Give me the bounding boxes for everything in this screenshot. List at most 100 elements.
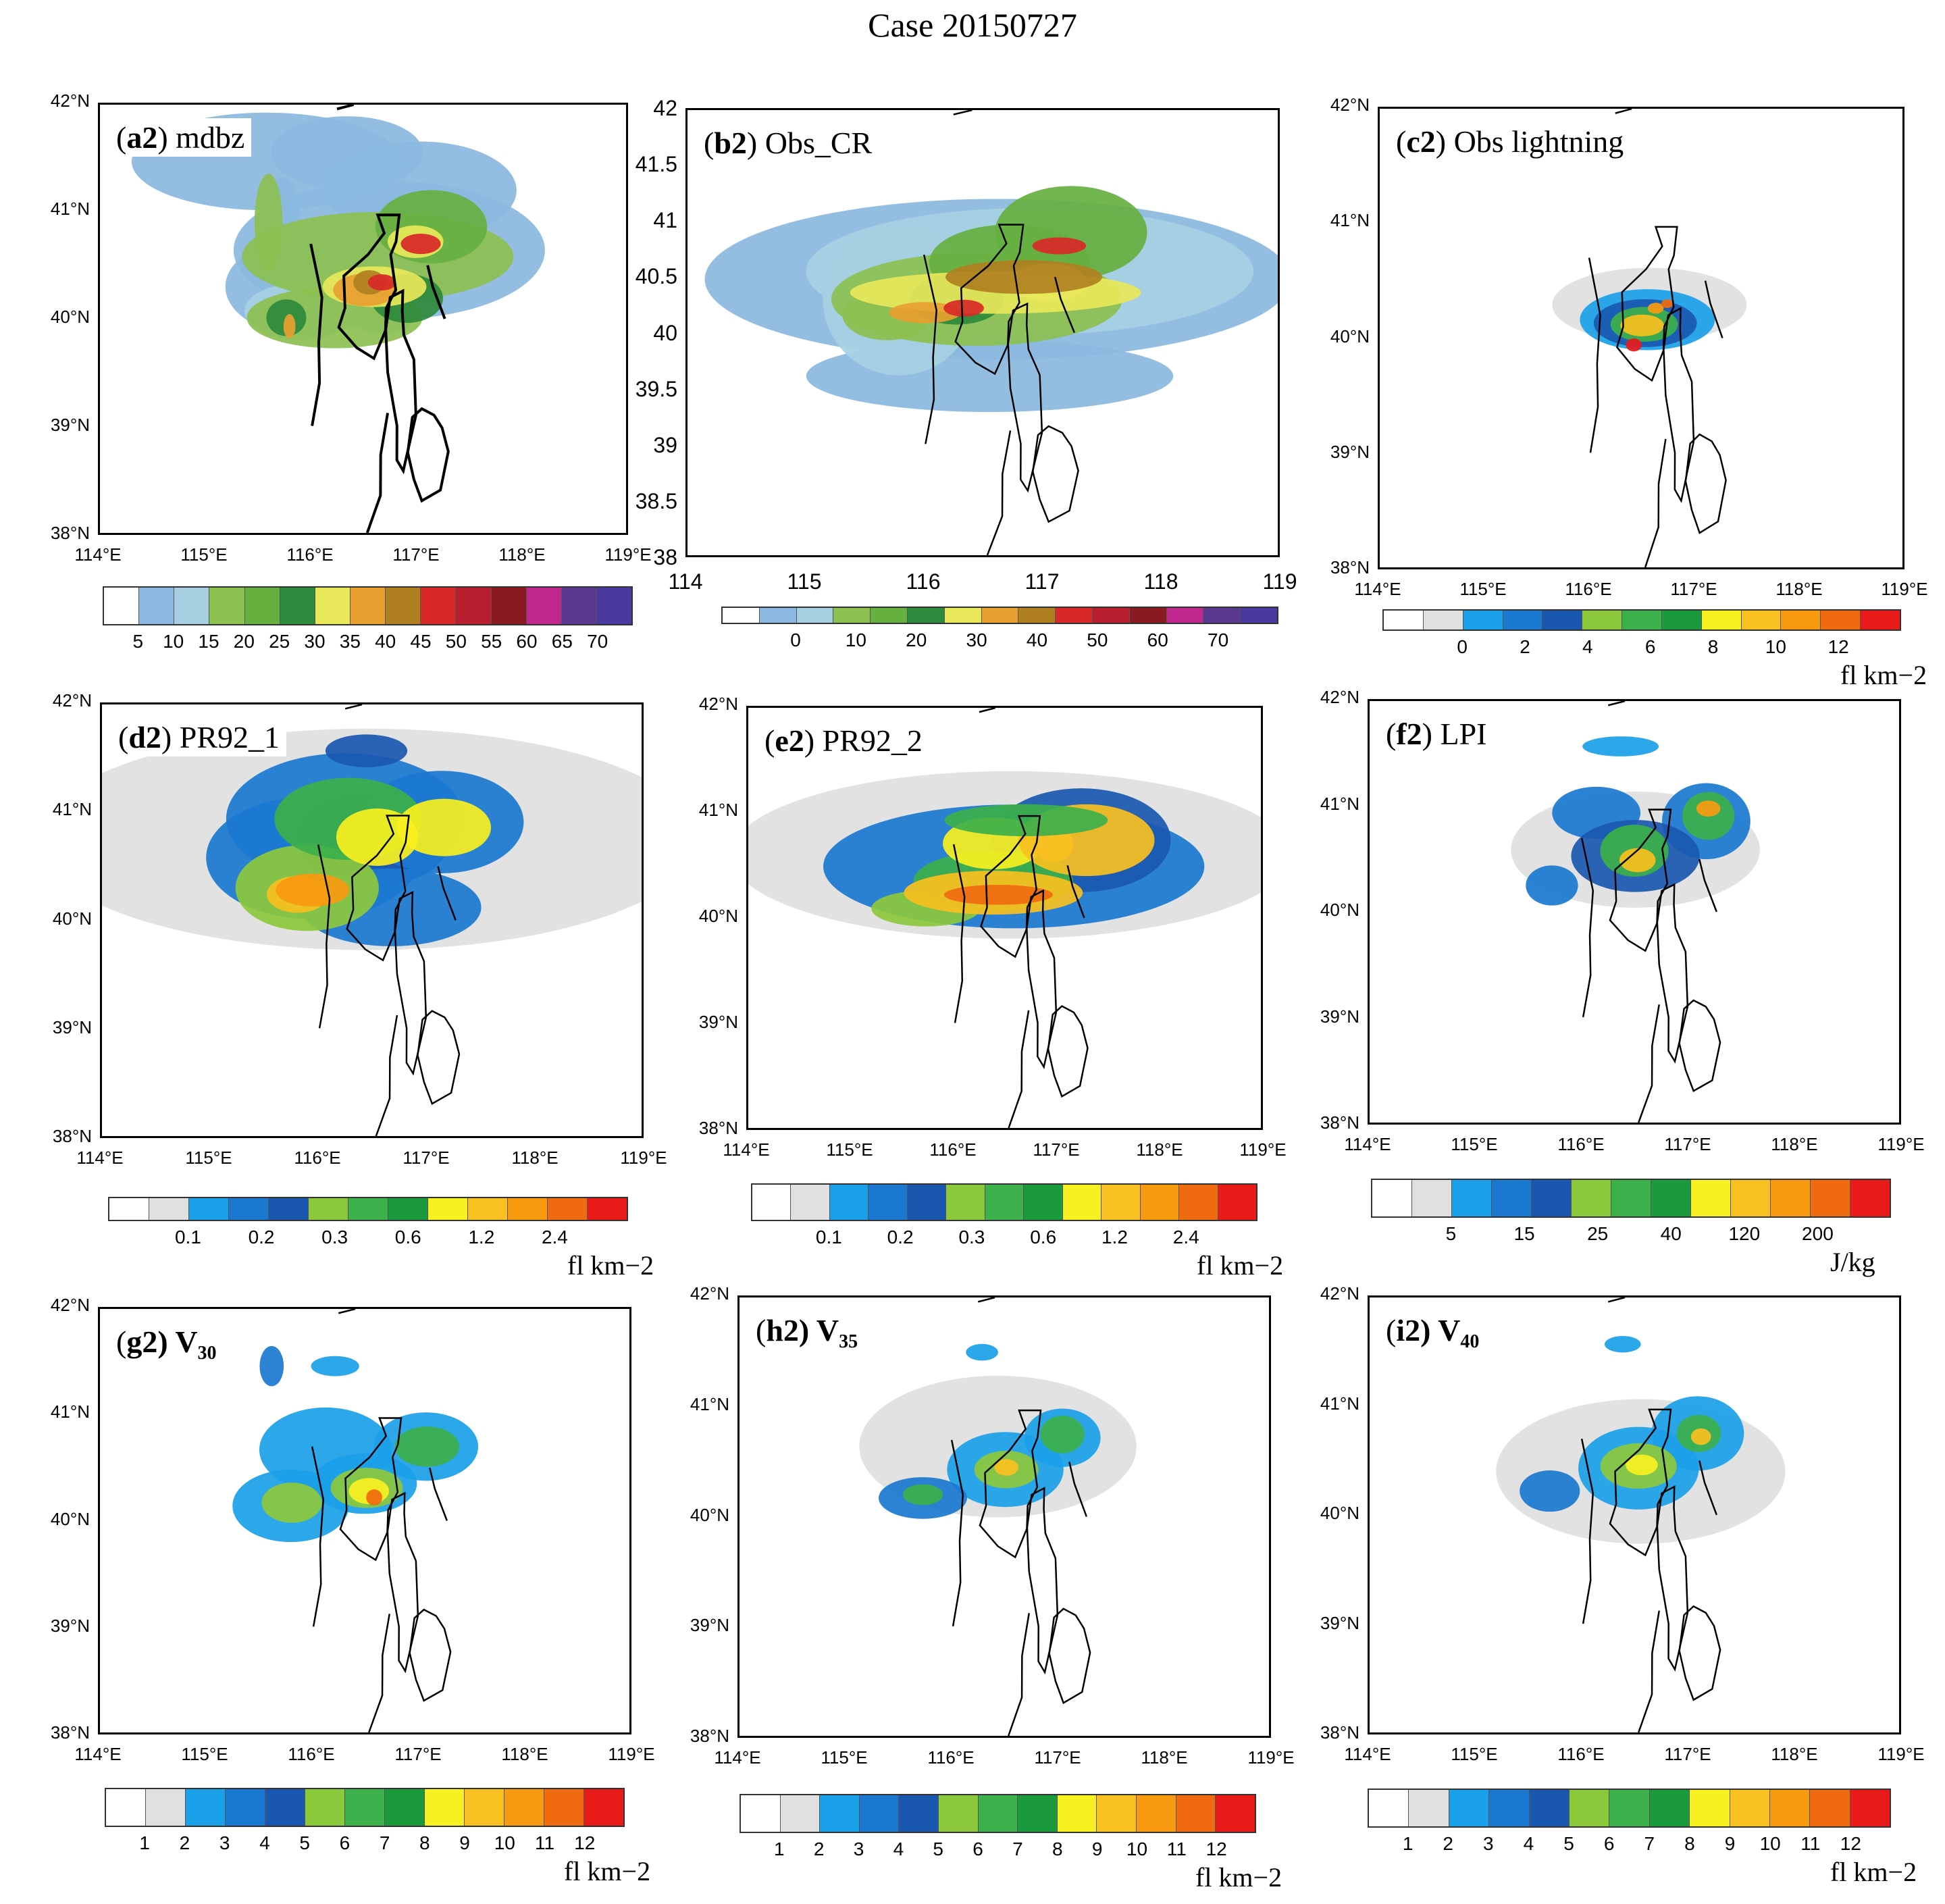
x-tick-label: 118°E <box>511 1148 559 1168</box>
colorbar-swatch <box>106 1789 146 1826</box>
x-tick-label: 114°E <box>723 1139 770 1160</box>
colorbar-label: 30 <box>304 631 326 652</box>
panel-subscript: 40 <box>1460 1331 1480 1353</box>
x-tick-label: 117°E <box>394 1744 442 1764</box>
figure-title: Case 20150727 <box>868 6 1077 44</box>
colorbar-label: 12 <box>574 1832 596 1853</box>
colorbar-swatch <box>428 1198 468 1220</box>
colorbar-label: 4 <box>1523 1833 1534 1854</box>
y-tick-label: 39°N <box>52 1017 92 1037</box>
echo-cell <box>261 1483 322 1523</box>
colorbar-swatch <box>1503 611 1543 629</box>
colorbar-label: 5 <box>299 1832 310 1853</box>
colorbar-swatch <box>229 1198 269 1220</box>
colorbar <box>105 1788 625 1827</box>
colorbar-swatch <box>1056 608 1093 623</box>
colorbar-swatch <box>1369 1790 1409 1826</box>
colorbar-swatch <box>1532 1180 1572 1216</box>
boundary-hebei_north <box>344 704 363 710</box>
y-tick-label: 40.5 <box>635 264 677 289</box>
colorbar-swatch <box>944 608 982 623</box>
colorbar-label: 3 <box>853 1838 864 1859</box>
colorbar-label: 35 <box>339 631 361 652</box>
colorbar-swatch <box>1018 608 1056 623</box>
map-plot-f2 <box>1511 701 1760 1123</box>
x-tick-label: 115°E <box>1459 579 1507 599</box>
boundary-hebei_south <box>1638 1610 1660 1732</box>
colorbar-label: 50 <box>445 631 467 652</box>
colorbar-swatch <box>723 608 760 623</box>
echo-cell <box>394 1426 459 1467</box>
map-plot-d2 <box>102 704 642 1136</box>
x-tick-label: 118°E <box>1775 579 1823 599</box>
colorbar-label: 8 <box>1707 636 1719 657</box>
boundary-beijing <box>1615 226 1678 382</box>
colorbar-swatch <box>1062 1185 1102 1220</box>
colorbar-label: 0.2 <box>248 1227 275 1247</box>
echo-cell <box>283 314 296 339</box>
colorbar-label: 11 <box>534 1832 555 1853</box>
echo-cell <box>943 885 1054 905</box>
echo-cell <box>943 299 984 317</box>
y-tick-label: 41°N <box>50 199 90 219</box>
x-tick-label: 119°E <box>1247 1747 1295 1768</box>
x-tick-label: 116°E <box>1557 1744 1605 1764</box>
colorbar <box>740 1794 1256 1833</box>
x-tick-label: 119°E <box>1877 1134 1925 1154</box>
y-tick-label: 38°N <box>1330 557 1370 577</box>
colorbar-label: 200 <box>1802 1223 1834 1244</box>
boundary-beijing <box>980 815 1041 958</box>
colorbar-swatch <box>1811 1180 1850 1216</box>
echo-cell <box>1626 1454 1658 1476</box>
colorbar-label: 70 <box>587 631 608 652</box>
colorbar-label: 1 <box>1402 1833 1414 1854</box>
boundary-hebei_east <box>1698 858 1717 912</box>
colorbar-swatch <box>386 588 421 624</box>
colorbar-swatch <box>820 1795 860 1832</box>
colorbar-swatch <box>1661 611 1702 629</box>
colorbar-swatch <box>1372 1180 1412 1216</box>
colorbar-swatch <box>209 588 245 624</box>
colorbar-swatch <box>829 1185 869 1220</box>
echo-cell <box>259 1345 284 1387</box>
colorbar-label: 40 <box>1026 629 1048 650</box>
map-plot-g2 <box>232 1309 479 1732</box>
colorbar-swatch <box>1176 1795 1216 1832</box>
x-tick-label: 117°E <box>392 544 440 565</box>
panel-letter: h2 <box>766 1313 799 1347</box>
colorbar-swatch <box>907 1185 947 1220</box>
colorbar-label: 10 <box>163 631 184 652</box>
colorbar-swatch <box>491 588 527 624</box>
panel-label: (h2) V35 <box>749 1311 865 1355</box>
colorbar-label: 0.3 <box>958 1227 985 1247</box>
echo-cell <box>276 873 350 907</box>
y-tick-label: 40°N <box>690 1504 729 1525</box>
boundary-hebei_north <box>953 110 972 115</box>
echo-cell <box>367 274 396 291</box>
colorbar-label: 0.2 <box>887 1227 914 1247</box>
colorbar-label: 12 <box>1827 636 1849 657</box>
colorbar-swatch <box>1057 1795 1097 1832</box>
y-tick-label: 40°N <box>1320 1503 1359 1523</box>
colorbar-swatch <box>139 588 175 624</box>
colorbar-swatch <box>780 1795 821 1832</box>
y-tick-label: 42°N <box>1330 95 1370 115</box>
colorbar <box>1371 1179 1891 1218</box>
echo-cell <box>1619 848 1656 873</box>
colorbar-label: 60 <box>1147 629 1168 650</box>
panel-variable: ) LPI <box>1422 717 1487 751</box>
echo-cell <box>1626 338 1642 352</box>
colorbar-swatch <box>588 1198 627 1220</box>
x-tick-label: 117°E <box>403 1148 450 1168</box>
colorbar-label: 9 <box>1091 1838 1103 1859</box>
colorbar-label: 0.1 <box>815 1227 842 1247</box>
echo-cell <box>944 804 1108 837</box>
y-tick-label: 38°N <box>1320 1112 1359 1133</box>
x-tick-label: 119°E <box>1239 1139 1287 1160</box>
echo-cell <box>1620 314 1664 336</box>
colorbar-swatch <box>544 1789 584 1826</box>
boundary-hebei_west <box>317 844 331 1029</box>
colorbar-label: 10 <box>494 1832 515 1853</box>
panel-letter: a2 <box>126 120 158 155</box>
colorbar-swatch <box>985 1185 1025 1220</box>
